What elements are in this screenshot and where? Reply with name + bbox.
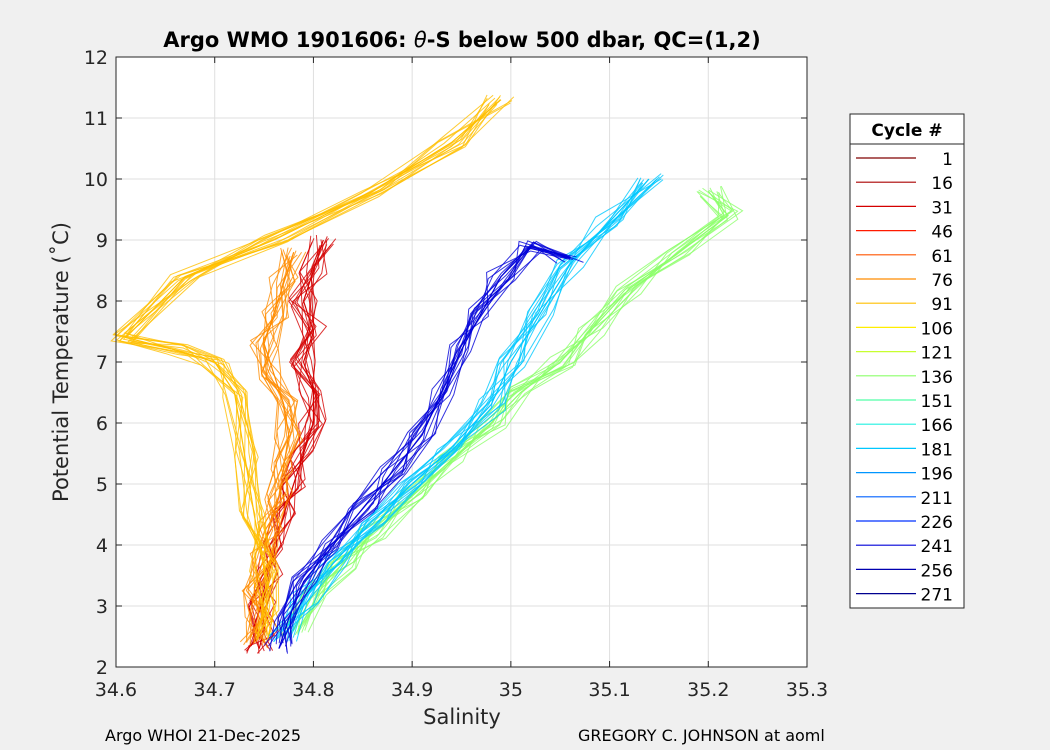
legend-entries: 1 16 31 46 61 76 91 106 121 136 151 166 181 196 211 226… [856, 150, 953, 606]
legend-label: 271 [921, 586, 953, 606]
series-line [251, 244, 332, 645]
legend-label: 196 [921, 465, 953, 485]
y-tick-label: 9 [96, 230, 108, 252]
legend-title: Cycle # [871, 121, 942, 141]
legend-label: 46 [931, 223, 953, 243]
series-line [243, 251, 307, 646]
series-line [122, 104, 490, 639]
legend-label: 151 [921, 392, 953, 412]
legend-label: 211 [921, 489, 953, 509]
series-line [294, 189, 733, 636]
series-line [124, 99, 502, 637]
series-line [269, 179, 645, 641]
y-tick-label: 7 [96, 352, 108, 374]
legend: Cycle # 11631466176911061211361511661811… [849, 113, 965, 609]
series-line [278, 240, 567, 649]
series-line [247, 250, 297, 643]
x-tick-label: 34.9 [391, 679, 433, 701]
x-tick-label: 35.2 [687, 679, 729, 701]
x-tick-label: 35.1 [588, 679, 630, 701]
legend-label: 106 [921, 319, 953, 339]
series-line [243, 255, 300, 646]
x-tick-label: 35 [499, 679, 523, 701]
x-tick-label: 35.3 [786, 679, 828, 701]
y-tick-label: 12 [84, 47, 108, 69]
y-tick-label: 10 [84, 169, 108, 191]
series-line [127, 101, 497, 634]
theta-symbol: θ [414, 28, 427, 52]
legend-label: 241 [921, 537, 953, 557]
legend-label: 136 [921, 368, 953, 388]
series-line [283, 178, 650, 637]
series-line [239, 247, 299, 643]
series-group [110, 94, 744, 654]
series-line [286, 174, 664, 643]
legend-label: 226 [921, 513, 953, 533]
series-line [251, 250, 304, 641]
x-tick-label: 34.8 [292, 679, 334, 701]
legend-label: 31 [931, 198, 953, 218]
y-tick-label: 11 [84, 108, 108, 130]
y-tick-label: 8 [96, 291, 108, 313]
series-line [281, 248, 566, 654]
legend-box [849, 113, 965, 609]
series-line [276, 182, 644, 640]
x-axis-label: Salinity [423, 705, 501, 729]
x-tick-label: 34.7 [194, 679, 236, 701]
series-line [246, 236, 328, 654]
series-line [279, 178, 658, 634]
y-tick-label: 4 [96, 535, 108, 557]
series-line [297, 185, 739, 634]
y-tick-label: 6 [96, 413, 108, 435]
legend-label: 1 [942, 150, 953, 170]
series-line [112, 97, 488, 636]
series-line [112, 103, 498, 634]
series-line [253, 252, 295, 643]
legend-label: 256 [921, 561, 953, 581]
series-line [131, 96, 515, 638]
footer-left: Argo WHOI 21-Dec-2025 [105, 726, 301, 745]
legend-label: 91 [931, 295, 953, 315]
series-line [289, 240, 571, 644]
series-line [289, 247, 568, 647]
legend-label: 76 [931, 271, 953, 291]
y-axis-label: Potential Temperature (˚C) [49, 222, 73, 502]
series-line [242, 249, 296, 642]
legend-label: 61 [931, 247, 953, 267]
x-tick-label: 34.6 [95, 679, 137, 701]
y-tick-label: 5 [96, 474, 108, 496]
legend-label: 181 [921, 440, 953, 460]
series-line [267, 241, 568, 647]
legend-label: 121 [921, 344, 953, 364]
chart-title: Argo WMO 1901606: θ-S below 500 dbar, QC… [163, 28, 760, 52]
ticks: 34.6 34.7 34.8 34.9 35 35.1 35.2 35.3 2 3 4 5 6 7 8 9 10… [84, 47, 828, 701]
y-tick-label: 3 [96, 596, 108, 618]
footer-right: GREGORY C. JOHNSON at aoml [578, 726, 825, 745]
y-tick-label: 2 [96, 657, 108, 679]
legend-label: 166 [921, 416, 953, 436]
series-line [115, 100, 513, 640]
series-line [269, 246, 571, 652]
series-line [245, 247, 291, 643]
series-line [278, 245, 571, 649]
legend-label: 16 [931, 174, 953, 194]
series-line [245, 256, 302, 643]
series-line [115, 102, 511, 635]
